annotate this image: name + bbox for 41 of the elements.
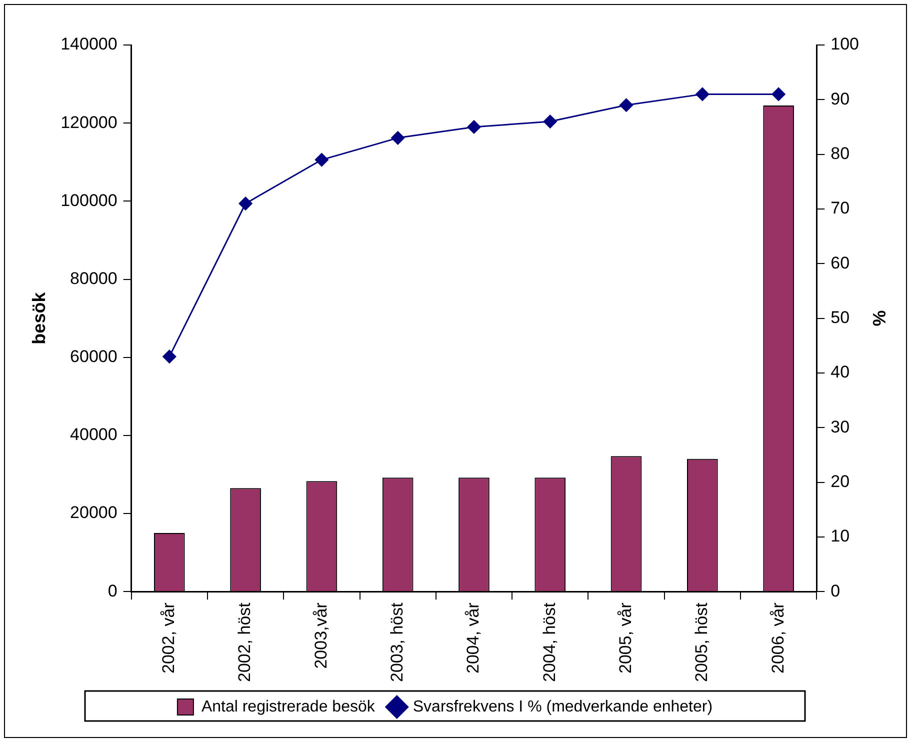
y2-tick-label: 10 [830, 526, 850, 546]
y-tick-label: 40000 [70, 425, 118, 444]
y2-tick-label: 0 [830, 581, 840, 600]
point [772, 87, 786, 101]
point [467, 120, 481, 134]
y2-tick-label: 60 [830, 253, 850, 272]
y-tick-label: 20000 [70, 503, 118, 522]
x-tick-label: 2004, höst [540, 602, 559, 682]
y-tick-label: 100000 [60, 190, 118, 210]
x-tick-label: 2004, vår [464, 602, 483, 674]
y2-tick-label: 20 [830, 472, 850, 491]
x-tick-label: 2005, vår [616, 602, 635, 674]
y-tick-label: 0 [108, 581, 118, 600]
y2-tick-label: 40 [830, 362, 850, 382]
y2-tick-label: 70 [830, 198, 850, 218]
y-tick-label: 80000 [70, 268, 118, 288]
point [620, 98, 634, 112]
x-tick-label: 2003,vår [311, 602, 330, 669]
x-tick-label: 2002, vår [159, 602, 178, 674]
y2-tick-label: 100 [830, 34, 860, 54]
y-tick-label: 120000 [60, 112, 118, 132]
x-tick-label: 2005, höst [692, 602, 712, 682]
point [391, 131, 405, 145]
x-tick-label: 2003, höst [388, 602, 407, 682]
y-axis-title: besök [28, 291, 49, 344]
y2-tick-label: 90 [830, 89, 850, 108]
point [314, 153, 328, 167]
y-tick-label: 60000 [70, 347, 118, 366]
legend-label: Antal registrerade besök [201, 698, 376, 716]
x-tick-label: 2002, höst [235, 602, 254, 682]
y-tick-label: 140000 [60, 34, 118, 54]
point [696, 87, 710, 101]
y2-tick-label: 80 [830, 144, 850, 164]
legend-label: Svarsfrekvens I % (medverkande enheter) [412, 698, 713, 716]
x-tick-label: 2006, vår [768, 602, 788, 674]
point [238, 196, 252, 210]
point [162, 350, 176, 364]
y2-axis-title: % [869, 310, 890, 326]
point [543, 114, 557, 128]
y2-tick-label: 30 [830, 417, 850, 436]
y2-tick-label: 50 [830, 308, 850, 327]
